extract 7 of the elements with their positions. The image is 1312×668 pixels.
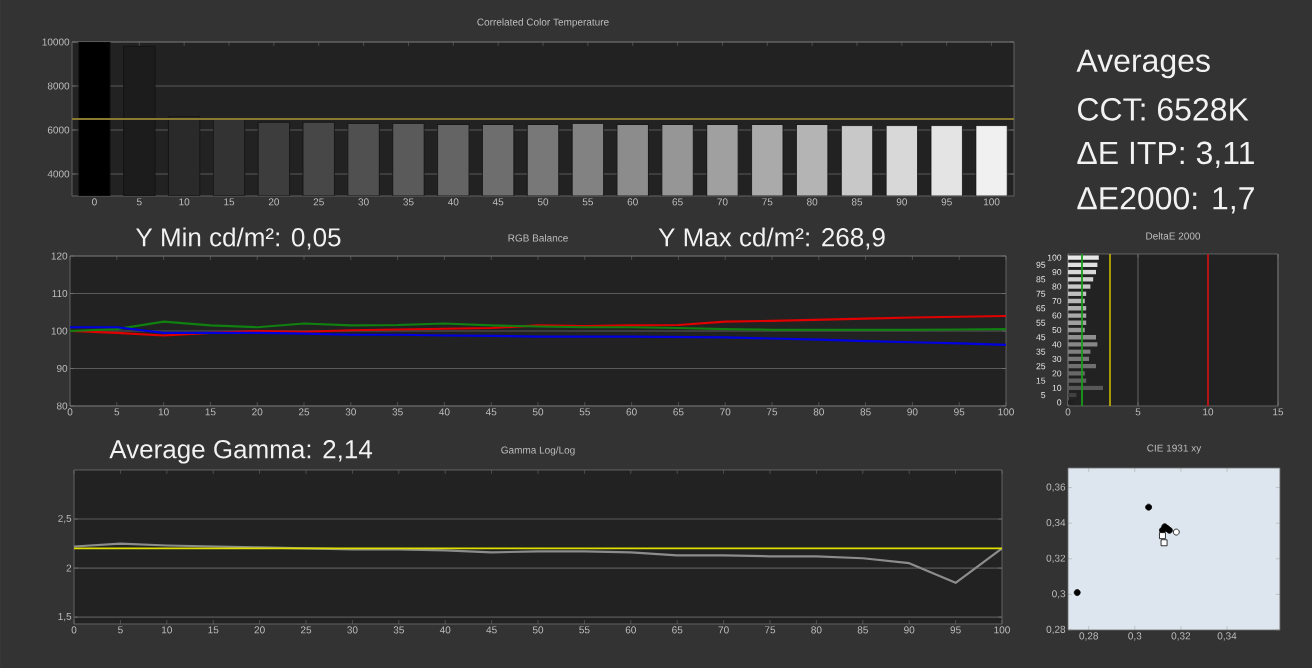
text: Average Gamma: 2,14	[109, 440, 373, 464]
text: ΔE2000: 1,7	[1077, 186, 1254, 214]
text: Averages	[1076, 49, 1210, 79]
text: CCT: 6528K	[1078, 98, 1249, 121]
text: ΔE ITP: 3,11	[1077, 141, 1254, 168]
text: Y Max cd/m²: 268,9	[658, 227, 885, 250]
text: Y Min cd/m²: 0,05	[135, 227, 341, 250]
